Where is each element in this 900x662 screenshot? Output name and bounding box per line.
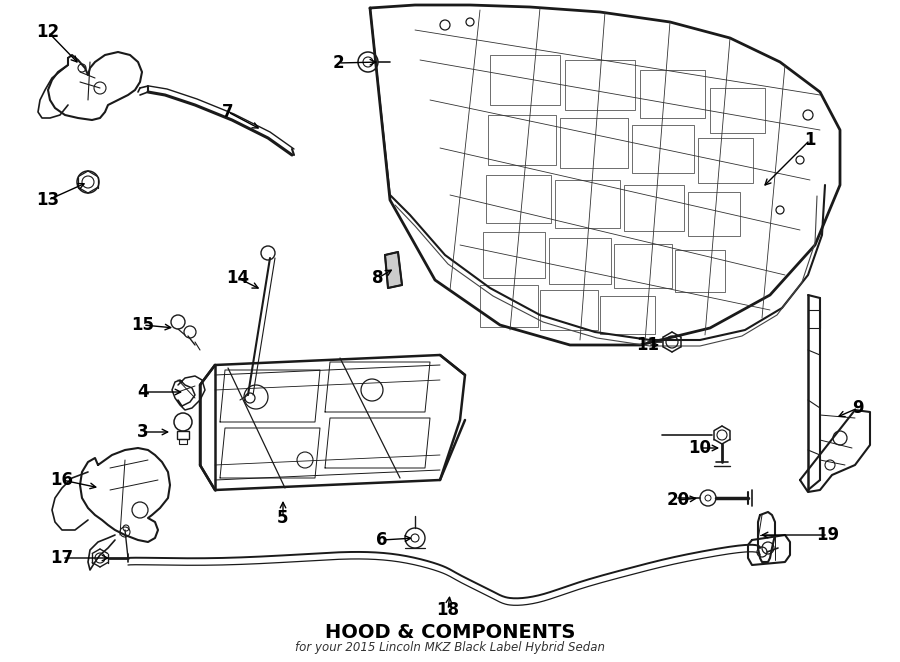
Text: 4: 4 <box>137 383 148 401</box>
Bar <box>614 244 672 288</box>
Bar <box>540 290 598 330</box>
Bar <box>688 192 740 236</box>
Text: 5: 5 <box>277 509 289 527</box>
Bar <box>486 175 551 223</box>
Bar <box>555 180 620 228</box>
Text: 1: 1 <box>805 131 815 149</box>
Polygon shape <box>385 252 402 288</box>
Text: 2: 2 <box>332 54 344 72</box>
Bar <box>632 125 694 173</box>
Text: 6: 6 <box>376 531 388 549</box>
Bar <box>177 431 189 439</box>
Text: 20: 20 <box>666 491 689 509</box>
Bar <box>488 115 556 165</box>
Text: for your 2015 Lincoln MKZ Black Label Hybrid Sedan: for your 2015 Lincoln MKZ Black Label Hy… <box>295 641 605 655</box>
Text: 9: 9 <box>852 399 864 417</box>
Text: 18: 18 <box>436 601 460 619</box>
Bar <box>483 232 545 278</box>
Text: 12: 12 <box>36 23 59 41</box>
Bar <box>549 238 611 284</box>
Bar <box>698 138 753 183</box>
Bar <box>560 118 628 168</box>
Bar <box>624 185 684 231</box>
Text: 19: 19 <box>816 526 840 544</box>
Bar <box>600 296 655 334</box>
Text: 16: 16 <box>50 471 74 489</box>
Bar <box>480 285 538 327</box>
Bar <box>179 439 187 444</box>
Text: 11: 11 <box>636 336 660 354</box>
Text: 15: 15 <box>131 316 155 334</box>
Text: 13: 13 <box>36 191 59 209</box>
Text: 8: 8 <box>373 269 383 287</box>
Text: 3: 3 <box>137 423 148 441</box>
Text: 10: 10 <box>688 439 712 457</box>
Text: 17: 17 <box>50 549 74 567</box>
Bar <box>640 70 705 118</box>
Bar <box>710 88 765 133</box>
Bar <box>565 60 635 110</box>
Bar <box>490 55 560 105</box>
Bar <box>808 310 820 328</box>
Text: 14: 14 <box>227 269 249 287</box>
Text: 7: 7 <box>222 103 234 121</box>
Bar <box>675 250 725 292</box>
Text: HOOD & COMPONENTS: HOOD & COMPONENTS <box>325 622 575 641</box>
